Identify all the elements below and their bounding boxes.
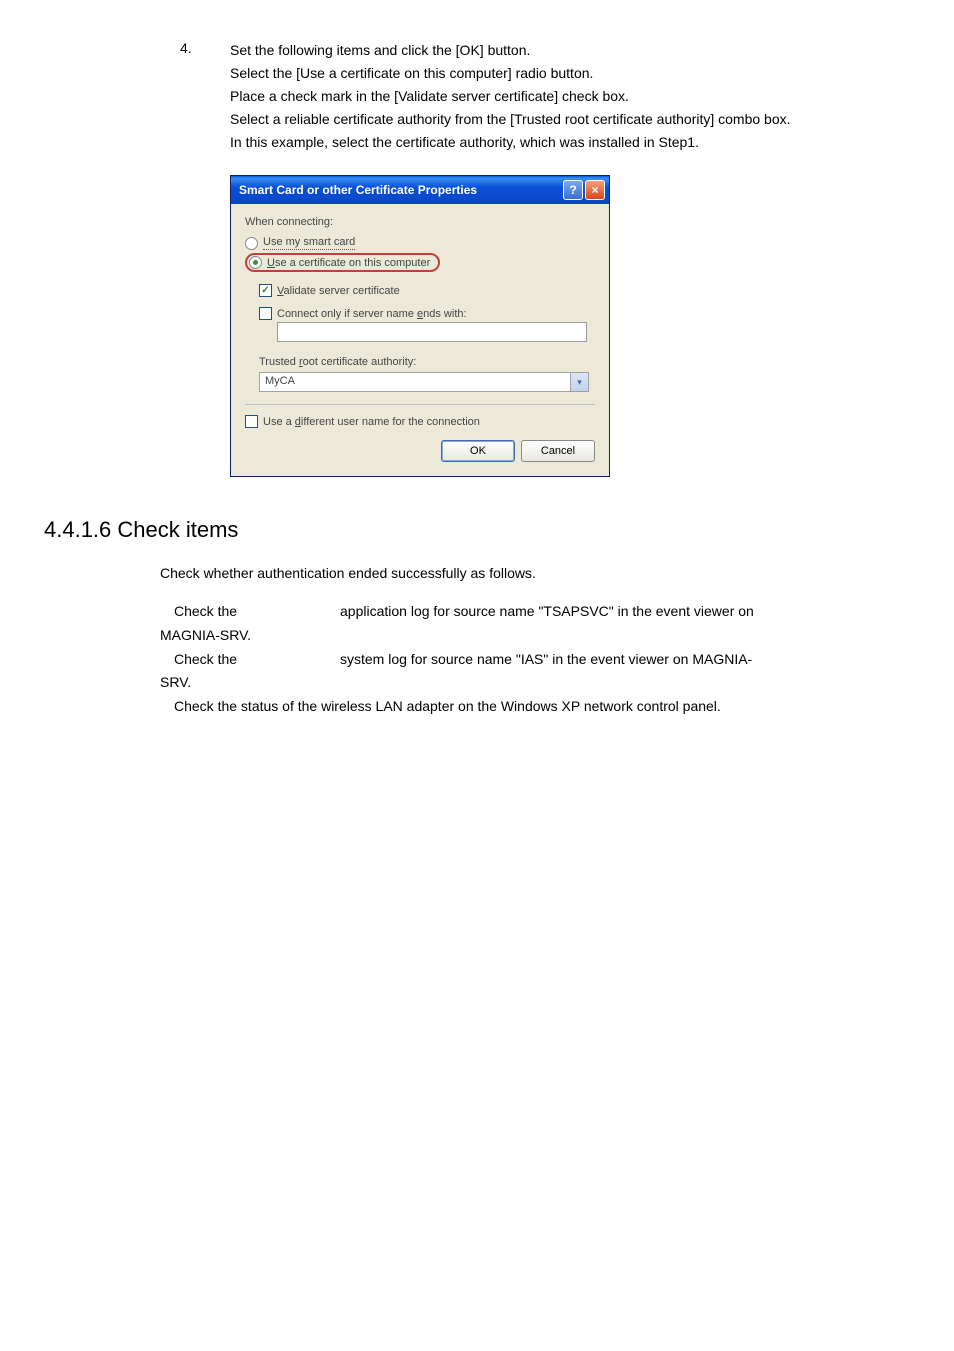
checkbox-connect-only[interactable]: Connect only if server name ends with: [259,307,595,320]
close-button[interactable]: × [585,180,605,200]
step-line: In this example, select the certificate … [230,132,924,153]
chevron-down-icon[interactable]: ▾ [571,372,589,392]
step-line: Select a reliable certificate authority … [230,109,924,130]
step-number: 4. [180,40,200,56]
check-prefix: Check the [160,648,340,672]
check-item-cont: MAGNIA-SRV. [160,624,894,648]
check-items-block: Check theapplication log for source name… [160,600,894,719]
checkbox-icon: ✓ [259,284,272,297]
radio-use-certificate[interactable]: UUse a certificate on this computerse a … [245,253,595,272]
when-connecting-label: When connecting: [245,216,595,228]
step-line: Set the following items and click the [O… [230,40,924,61]
check-text: system log for source name "IAS" in the … [340,651,752,667]
checkbox-label: Validate server certificate [277,285,400,297]
check-item-cont: SRV. [160,671,894,695]
section-intro: Check whether authentication ended succe… [160,563,894,584]
section-heading: 4.4.1.6 Check items [44,517,924,543]
checkbox-different-user[interactable]: Use a different user name for the connec… [245,415,595,428]
check-item: Check the status of the wireless LAN ada… [160,695,894,719]
radio-use-smart-card[interactable]: Use my smart card [245,236,595,250]
check-item: Check theapplication log for source name… [160,600,894,624]
select-value: MyCA [259,372,571,392]
checkbox-validate-server[interactable]: ✓ Validate server certificate [259,284,595,297]
step-content: Set the following items and click the [O… [230,40,924,155]
dialog-body: When connecting: Use my smart card UUse … [231,204,609,476]
radio-label: UUse a certificate on this computerse a … [267,257,430,269]
radio-icon [249,256,262,269]
help-button[interactable]: ? [563,180,583,200]
radio-label: Use my smart card [263,236,355,250]
divider [245,404,595,405]
step-line: Select the [Use a certificate on this co… [230,63,924,84]
check-item: Check thesystem log for source name "IAS… [160,648,894,672]
selected-highlight: UUse a certificate on this computerse a … [245,253,440,272]
server-name-input[interactable] [277,322,587,342]
cancel-button[interactable]: Cancel [521,440,595,462]
check-prefix: Check the [160,600,340,624]
trusted-root-select[interactable]: MyCA ▾ [259,372,589,392]
dialog-titlebar[interactable]: Smart Card or other Certificate Properti… [231,176,609,204]
checkbox-icon [259,307,272,320]
step-instruction: 4. Set the following items and click the… [180,40,924,155]
dialog-button-row: OK Cancel [245,440,595,462]
radio-icon [245,237,258,250]
checkbox-icon [245,415,258,428]
dialog-title: Smart Card or other Certificate Properti… [239,183,563,197]
checkbox-label: Connect only if server name ends with: [277,308,467,320]
check-text: application log for source name "TSAPSVC… [340,603,754,619]
trusted-root-label: Trusted root certificate authority: [259,356,595,368]
step-line: Place a check mark in the [Validate serv… [230,86,924,107]
checkbox-label: Use a different user name for the connec… [263,416,480,428]
certificate-properties-dialog: Smart Card or other Certificate Properti… [230,175,610,477]
validate-group: ✓ Validate server certificate Connect on… [259,284,595,392]
ok-button[interactable]: OK [441,440,515,462]
